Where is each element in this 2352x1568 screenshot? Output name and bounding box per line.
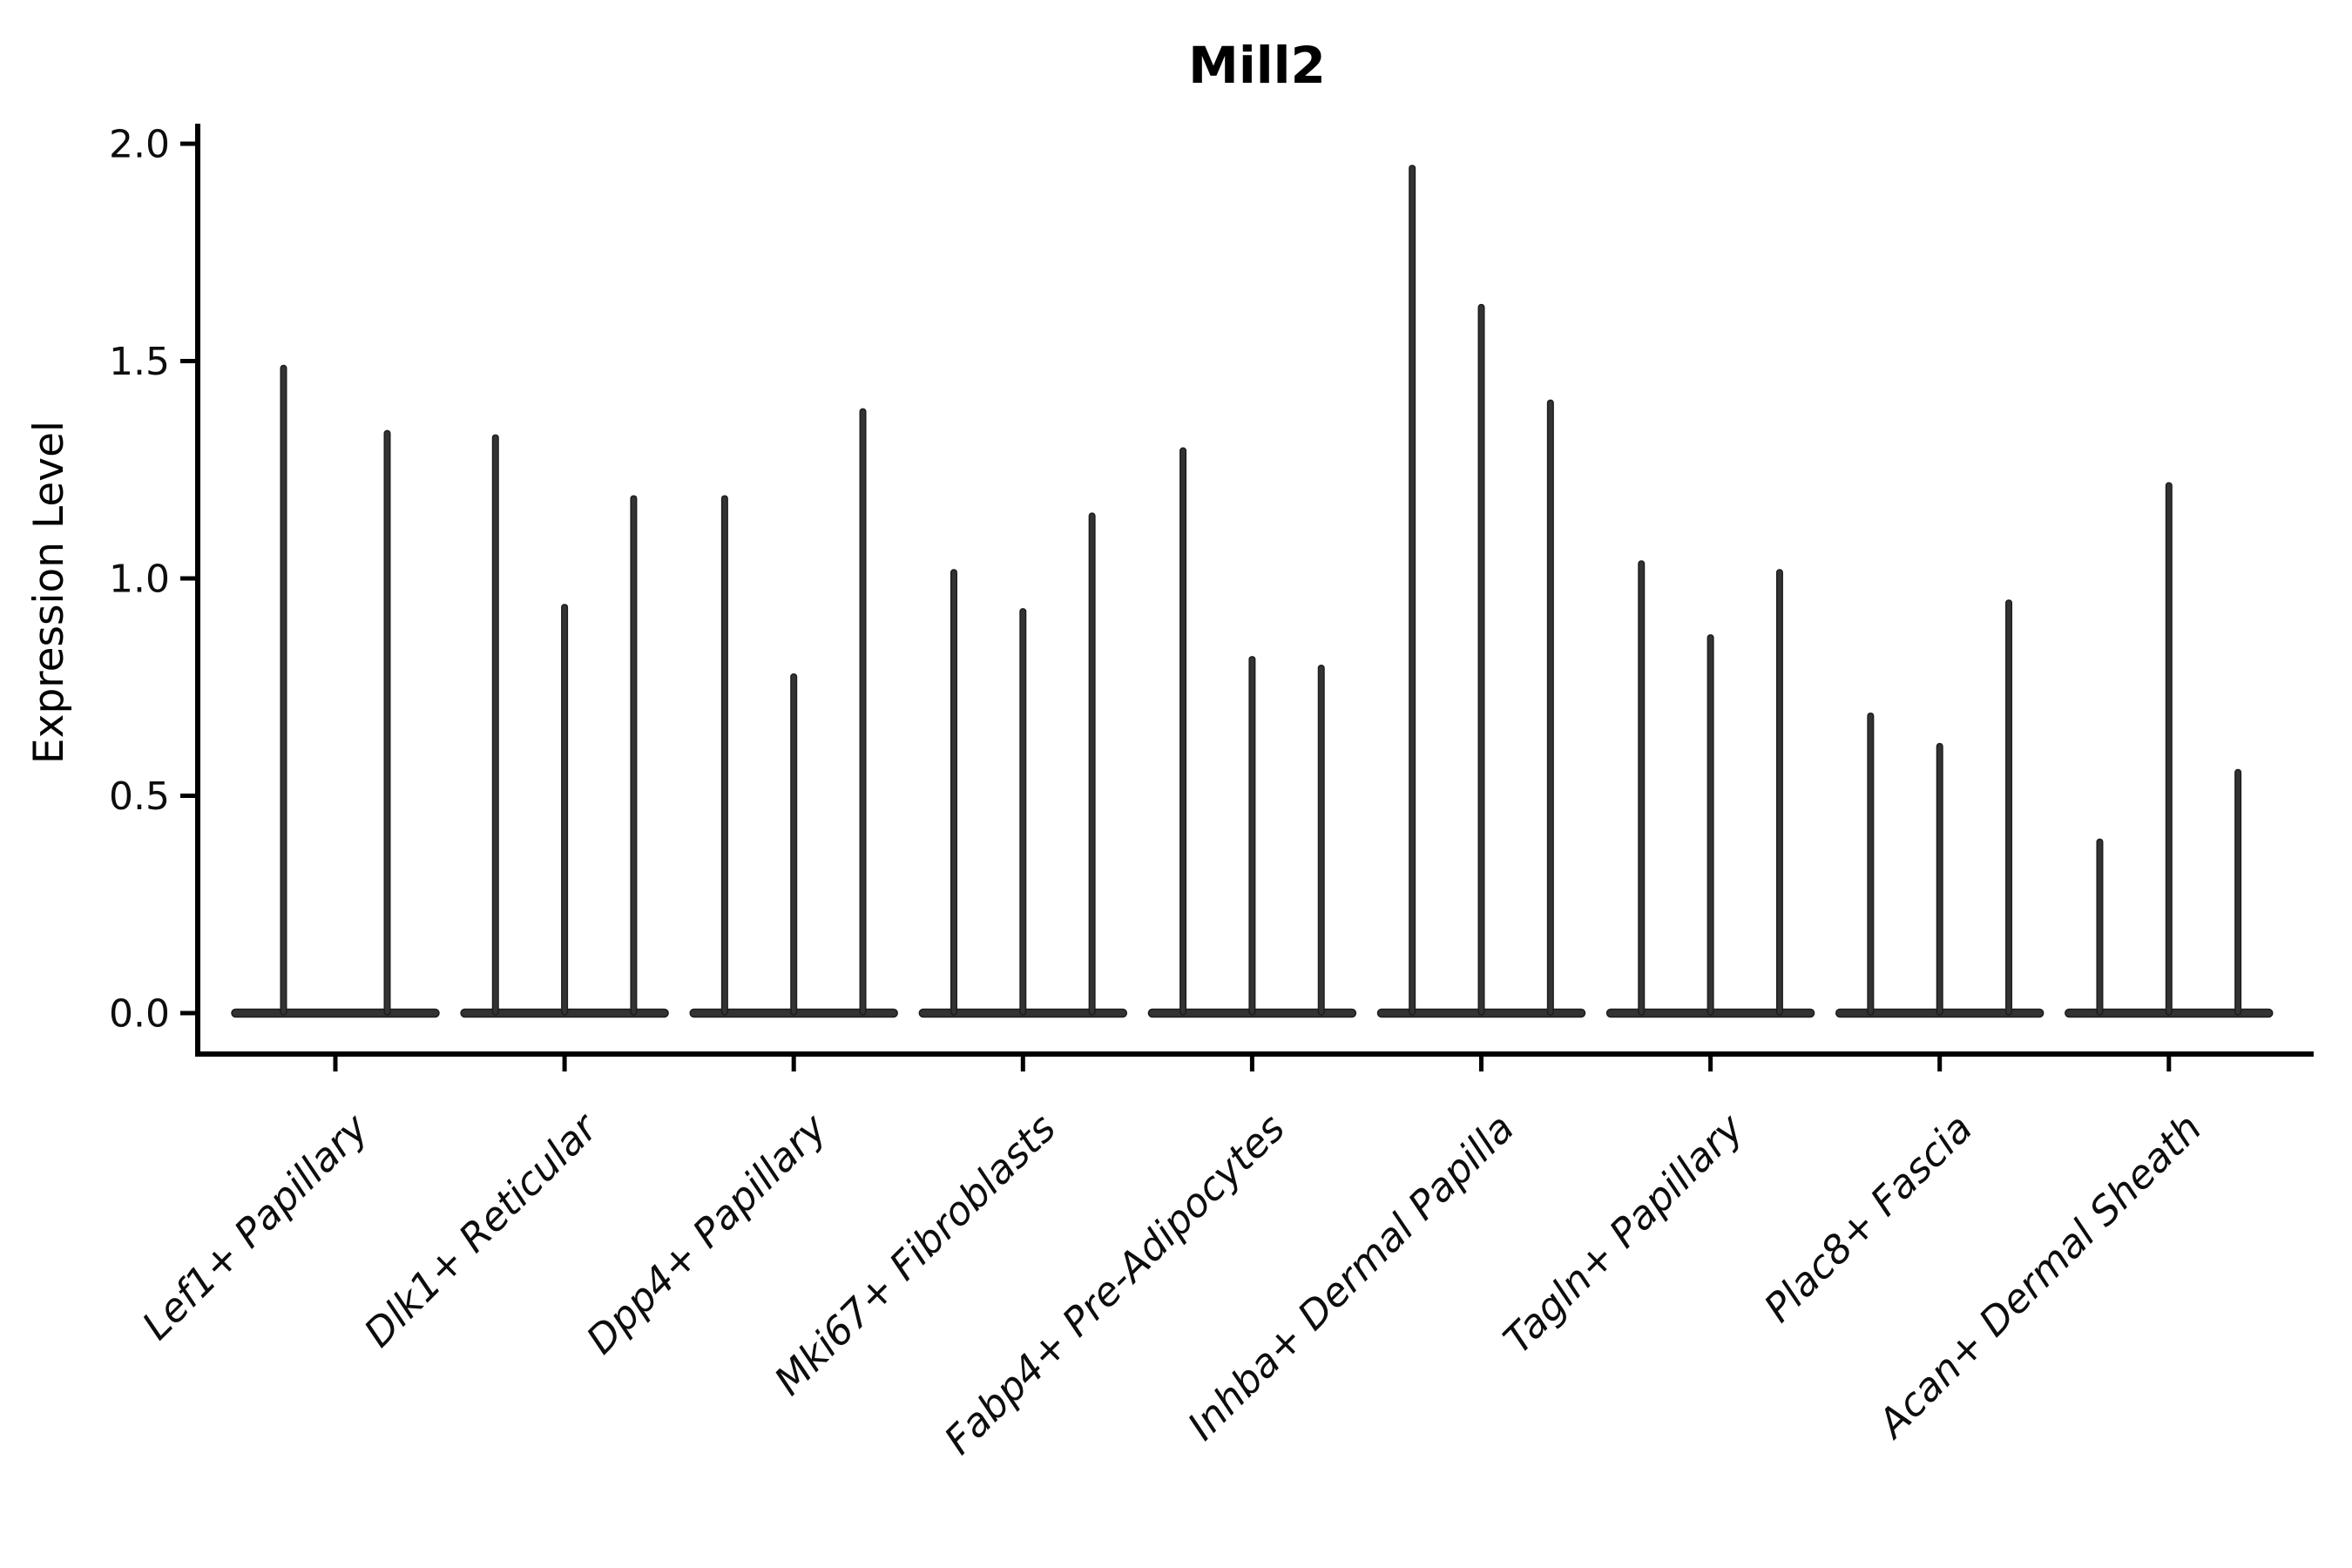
- violin-spike: [1088, 512, 1096, 1016]
- y-tick-label: 1.5: [109, 340, 170, 384]
- violin-spike: [630, 495, 638, 1016]
- violin-spike: [1775, 569, 1783, 1016]
- violin-spike: [280, 364, 287, 1016]
- violin-spike: [1546, 399, 1554, 1016]
- violin-spike: [1409, 165, 1416, 1016]
- violin-spike: [859, 408, 867, 1016]
- chart-title: Mill2: [1188, 36, 1326, 95]
- x-tick-label: Plac8+ Fascia: [1755, 1105, 1982, 1331]
- violin-spike: [1638, 560, 1646, 1016]
- violin-spike: [950, 569, 957, 1016]
- x-tick-label: Lef1+ Papillary: [133, 1104, 378, 1348]
- violin-spike: [491, 434, 499, 1016]
- violin-spike: [1248, 656, 1256, 1016]
- y-tick-label: 0.5: [109, 774, 170, 819]
- y-tick-label: 1.0: [109, 558, 170, 602]
- violin-spike: [2234, 768, 2242, 1016]
- violin-spike: [1019, 608, 1027, 1016]
- y-tick-label: 2.0: [109, 123, 170, 167]
- violin-spike: [720, 495, 728, 1016]
- y-axis-label: Expression Level: [25, 421, 73, 764]
- violin-spike: [1477, 303, 1485, 1016]
- violin-spike: [2165, 482, 2173, 1016]
- violin-spike: [790, 673, 798, 1016]
- violin-spike: [2005, 599, 2013, 1016]
- violin-marks-layer: [231, 165, 2274, 1018]
- x-tick-label: Dpp4+ Papillary: [578, 1104, 836, 1362]
- x-tick-label: Tagln+ Papillary: [1494, 1104, 1753, 1362]
- violin-spike: [1707, 634, 1714, 1016]
- violin-spike: [2096, 838, 2104, 1016]
- violin-spike: [1936, 742, 1943, 1016]
- violin-body: [231, 1008, 440, 1018]
- violin-spike: [1867, 712, 1875, 1016]
- violin-spike: [561, 604, 569, 1016]
- violin-spike: [383, 429, 391, 1016]
- y-tick-label: 0.0: [109, 992, 170, 1037]
- x-tick-label: Dlk1+ Reticular: [355, 1104, 608, 1356]
- violin-spike: [1179, 447, 1187, 1016]
- violin-spike: [1317, 665, 1325, 1016]
